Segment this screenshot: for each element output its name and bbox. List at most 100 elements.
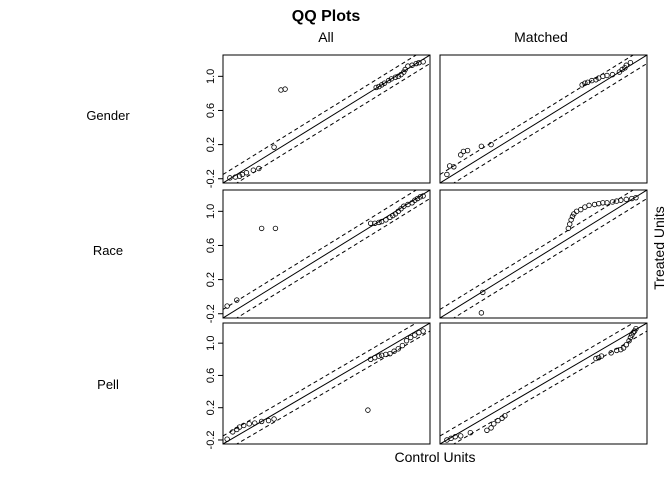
y-tick-label: 1.0 (205, 336, 217, 351)
data-point (391, 348, 397, 354)
data-point (623, 196, 629, 203)
data-point (367, 220, 374, 226)
data-point (626, 338, 632, 344)
data-point (420, 193, 426, 199)
y-tick-label: 1.0 (205, 69, 217, 84)
data-point (478, 310, 485, 316)
panel-plot-area (440, 190, 647, 318)
data-point (392, 74, 399, 80)
data-point (627, 59, 634, 66)
data-point (608, 350, 614, 356)
data-point (619, 66, 625, 73)
y-tick-label: 0.2 (205, 400, 217, 415)
y-tick-label: 1.0 (205, 204, 217, 219)
row-label-race: Race (93, 243, 123, 258)
data-point (480, 289, 486, 296)
panel-frame (439, 189, 648, 319)
data-point (620, 345, 627, 351)
panel-plot-area (440, 55, 647, 183)
data-point (622, 65, 628, 71)
data-point (578, 206, 584, 213)
data-point (383, 217, 389, 223)
data-point (623, 62, 629, 68)
data-point (224, 303, 230, 309)
identity-line (440, 190, 647, 318)
panel-plot-area (223, 55, 430, 183)
identity-line (223, 55, 430, 183)
data-point (502, 413, 508, 419)
column-title-matched: Matched (514, 29, 568, 45)
data-point (271, 416, 277, 422)
data-point (387, 214, 393, 221)
column-title-all: All (318, 29, 334, 45)
data-point (633, 325, 639, 332)
data-point (412, 332, 418, 338)
y-tick-label: -0.2 (205, 430, 217, 449)
data-point (495, 417, 501, 424)
lower-band-line (452, 198, 647, 318)
data-point (243, 170, 250, 176)
data-point (604, 200, 610, 206)
y-axis-label: Treated Units (651, 206, 667, 290)
data-point (381, 80, 388, 86)
data-point (407, 334, 414, 341)
identity-line (223, 323, 430, 444)
data-point (593, 77, 599, 83)
data-point (488, 141, 494, 148)
y-tick-label: -0.2 (205, 304, 217, 323)
data-point (227, 175, 233, 181)
data-point (618, 197, 624, 203)
panel-pell-matched (439, 322, 648, 445)
data-point (390, 212, 396, 219)
data-point (234, 297, 240, 303)
panel-race-all: -0.2 0.2 0.6 1.0 (205, 189, 431, 323)
data-point (623, 342, 629, 348)
data-point (596, 354, 602, 361)
data-point (491, 421, 497, 427)
data-point (412, 197, 418, 203)
data-point (252, 420, 258, 426)
data-point (458, 433, 464, 439)
row-label-pell: Pell (97, 377, 119, 392)
data-point (376, 83, 382, 90)
data-point (272, 225, 279, 232)
data-point (609, 71, 616, 78)
data-point (379, 82, 385, 88)
data-point (420, 59, 426, 65)
y-tick-label: -0.2 (205, 169, 217, 188)
data-point (569, 213, 576, 220)
row-label-gender: Gender (86, 108, 130, 123)
upper-band-line (223, 190, 418, 310)
panel-pell-all: -0.2 0.2 0.6 1.0 (205, 322, 431, 449)
identity-line (440, 323, 647, 444)
data-point (365, 407, 371, 413)
y-tick-label: 0.6 (205, 103, 217, 118)
data-point (401, 69, 407, 75)
data-point (250, 167, 257, 173)
data-point (417, 194, 424, 200)
panel-plot-area (223, 190, 430, 318)
y-tick-label: 0.2 (205, 137, 217, 152)
data-point (464, 147, 471, 154)
data-point (604, 72, 610, 79)
panel-grid: -0.2 0.2 0.6 1.0 -0.2 0.2 0.6 1.0 -0.2 0.2 0.6 1.0 (205, 54, 648, 449)
data-point (630, 329, 636, 336)
data-point (568, 217, 574, 223)
data-point (458, 152, 464, 158)
data-point (414, 195, 421, 202)
data-point (484, 427, 490, 433)
panel-frame (439, 54, 648, 184)
data-point (395, 73, 401, 80)
data-point (258, 418, 265, 425)
panel-plot-area (440, 323, 647, 444)
panel-frame (222, 189, 431, 319)
data-point (420, 328, 426, 334)
data-point (478, 143, 485, 150)
y-tick-label: 0.6 (205, 368, 217, 383)
data-point (598, 353, 605, 359)
panel-frame (222, 54, 431, 184)
data-point (452, 434, 458, 440)
upper-band-line (223, 323, 418, 437)
data-point (224, 436, 230, 442)
